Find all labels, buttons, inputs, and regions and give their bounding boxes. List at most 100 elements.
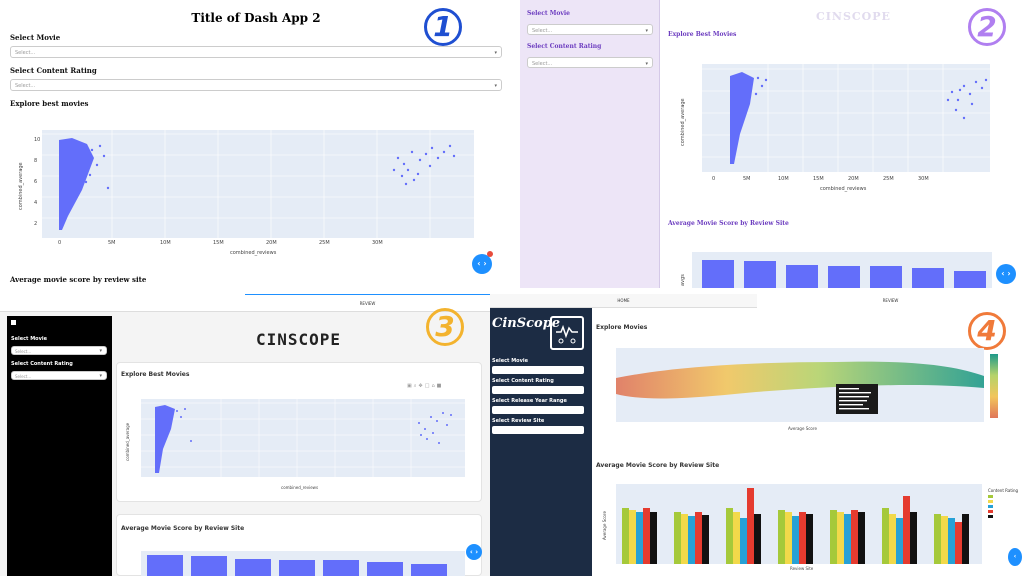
- chevron-down-icon: ▾: [99, 373, 102, 379]
- tab-review[interactable]: REVIEW: [757, 294, 1024, 308]
- panel-dash-app-v1: Title of Dash App 2 1 Select Movie Selec…: [0, 0, 512, 288]
- y-axis-label: combined_average: [680, 98, 686, 146]
- avg-score-card: Average Movie Score by Review Site: [116, 514, 482, 576]
- scatter-plot[interactable]: [616, 348, 984, 422]
- home-icon[interactable]: ⌂: [431, 383, 437, 389]
- explore-heading: Explore Movies: [596, 324, 648, 331]
- select-movie-dropdown[interactable]: [492, 366, 584, 374]
- bar: [828, 266, 860, 288]
- x-axis-label: combined_reviews: [230, 250, 277, 256]
- legend-title: Content Rating: [988, 488, 1019, 493]
- carousel-nav-button[interactable]: ‹ ›: [996, 264, 1016, 284]
- carousel-nav-button[interactable]: ‹ ›: [472, 254, 492, 274]
- y-tick: 10: [34, 137, 41, 143]
- brand-title: CINSCOPE: [816, 10, 891, 23]
- select-content-rating-dropdown[interactable]: [492, 386, 584, 394]
- grouped-bar-chart[interactable]: [616, 484, 982, 564]
- step-badge-4: 4: [968, 312, 1006, 350]
- explore-heading: Explore Best Movies: [668, 31, 737, 38]
- bar: [235, 559, 271, 576]
- release-year-range[interactable]: [492, 406, 584, 414]
- select-movie-dropdown[interactable]: Select... ▾: [10, 46, 502, 58]
- legend-swatch[interactable]: [988, 500, 993, 503]
- select-content-rating-label: Select Content Rating: [11, 361, 73, 367]
- step-badge-1: 1: [424, 8, 462, 46]
- x-tick: 20M: [848, 176, 859, 182]
- dense-points-cluster: [155, 405, 175, 473]
- select-movie-dropdown[interactable]: Select... ▾: [527, 24, 653, 35]
- bar-chart[interactable]: [692, 252, 992, 288]
- legend-swatch[interactable]: [988, 495, 993, 498]
- scatter-plot-svg: [616, 361, 984, 414]
- zoom-icon[interactable]: ⌕: [413, 383, 419, 389]
- colorbar: [990, 354, 998, 418]
- carousel-nav-button[interactable]: ‹ ›: [466, 544, 482, 560]
- avg-score-heading: Average movie score by review site: [10, 275, 147, 284]
- notification-dot: [487, 251, 493, 257]
- bar-y-axis-label: Average Score: [602, 511, 607, 540]
- explore-card: Explore Best Movies ▣⌕✥□⌂■ combined_aver…: [116, 362, 482, 502]
- select-review-site-dropdown[interactable]: [492, 426, 584, 434]
- y-axis-label: combined_average: [125, 422, 130, 461]
- dropdown-placeholder: Select...: [15, 349, 32, 354]
- bar-group: [622, 508, 657, 564]
- dropdown-placeholder: Select...: [532, 61, 553, 67]
- bar-group: [674, 512, 709, 564]
- select-content-rating-dropdown[interactable]: Select... ▾: [527, 57, 653, 68]
- y-tick-labels: 10 8 6 4 2: [34, 130, 40, 235]
- y-tick: 2: [34, 221, 38, 227]
- select-review-site-label: Select Review Site: [492, 418, 545, 424]
- bar-group: [726, 488, 761, 564]
- camera-icon[interactable]: ▣: [407, 383, 414, 389]
- x-tick: 15M: [213, 240, 224, 246]
- explore-heading: Explore Best Movies: [121, 371, 190, 378]
- dropdown-placeholder: Select...: [532, 28, 553, 34]
- bar: [954, 271, 986, 288]
- box-select-icon[interactable]: □: [424, 383, 432, 389]
- tab-bar: HOME REVIEW: [490, 294, 1024, 308]
- scatter-plot-svg: [141, 399, 465, 477]
- explore-heading: Explore best movies: [10, 99, 89, 108]
- bar-chart[interactable]: [141, 551, 465, 576]
- scatter-plot[interactable]: [702, 64, 990, 172]
- tab-review[interactable]: REVIEW: [245, 294, 490, 312]
- scatter-x-axis-label: Average Score: [788, 426, 817, 431]
- select-content-rating-dropdown[interactable]: Select... ▾: [11, 371, 107, 380]
- bar: [411, 564, 447, 576]
- select-movie-dropdown[interactable]: Select... ▾: [11, 346, 107, 355]
- select-movie-label: Select Movie: [527, 10, 570, 17]
- dropdown-placeholder: Select...: [15, 50, 36, 56]
- legend-swatch[interactable]: [988, 505, 993, 508]
- chevron-down-icon: ▾: [494, 50, 497, 56]
- scatter-plot[interactable]: [141, 399, 465, 477]
- legend-swatch[interactable]: [988, 515, 993, 518]
- bar: [191, 556, 227, 576]
- sidebar: Select Movie Select... ▾ Select Content …: [520, 0, 660, 288]
- y-axis-label: combined_average: [18, 162, 24, 210]
- carousel-nav-button[interactable]: ‹: [1008, 548, 1022, 566]
- x-tick: 25M: [883, 176, 894, 182]
- bar: [912, 268, 944, 288]
- logo-icon: [11, 320, 16, 325]
- radio-icon: [550, 316, 584, 350]
- scatter-plot[interactable]: [42, 130, 474, 238]
- bar-chart-svg: [147, 555, 447, 576]
- scatter-plot-svg: [42, 130, 474, 238]
- pan-icon[interactable]: ✥: [418, 383, 425, 389]
- bar-group: [882, 496, 917, 564]
- plot-toolbar[interactable]: ▣⌕✥□⌂■: [407, 383, 443, 389]
- chevron-down-icon: ▾: [645, 28, 648, 34]
- select-movie-label: Select Movie: [10, 33, 61, 42]
- tab-home[interactable]: HOME: [617, 298, 630, 303]
- select-content-rating-dropdown[interactable]: Select... ▾: [10, 79, 502, 91]
- chevron-down-icon: ▾: [645, 61, 648, 67]
- tab-home[interactable]: [0, 294, 245, 312]
- chevron-left-right-icon: ‹: [1013, 553, 1017, 560]
- x-tick: 5M: [108, 240, 116, 246]
- bar-group: [778, 510, 813, 564]
- x-tick: 5M: [743, 176, 751, 182]
- legend-swatch[interactable]: [988, 510, 993, 513]
- chevron-down-icon: ▾: [494, 83, 497, 89]
- panel-dash-app-v2: Select Movie Select... ▾ Select Content …: [520, 0, 1024, 288]
- x-tick: 25M: [319, 240, 330, 246]
